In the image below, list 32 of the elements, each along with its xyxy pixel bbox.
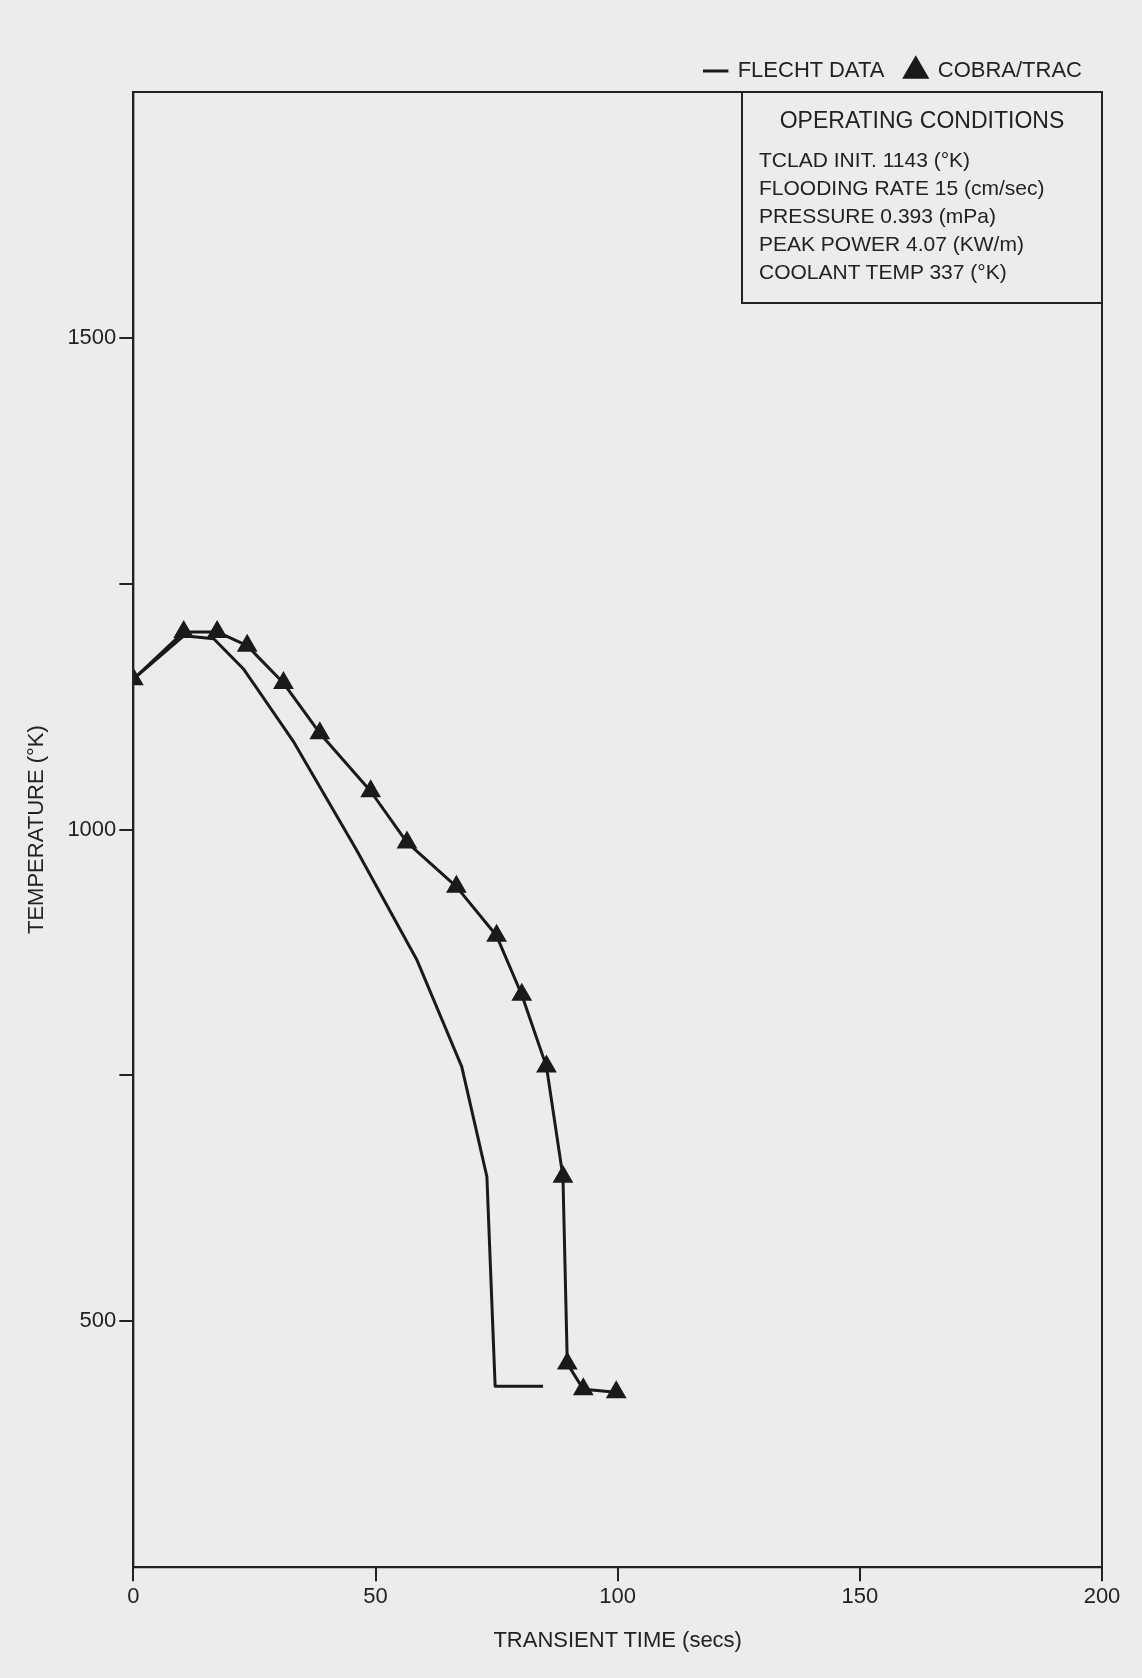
point	[573, 1378, 593, 1396]
annotation: OPERATING CONDITIONS	[778, 107, 1066, 134]
annotation: FLOODING RATE 15 (cm/sec)	[759, 176, 1046, 200]
point	[606, 1381, 626, 1399]
point	[487, 925, 506, 942]
point	[207, 621, 227, 638]
x-tick-label: 150	[841, 1583, 879, 1609]
x-axis-title: TRANSIENT TIME (secs)	[493, 1626, 742, 1652]
annotation: COOLANT TEMP 337 (°K)	[759, 260, 1008, 284]
legend-label: FLECHT DATA	[737, 57, 885, 83]
x-tick-label: 0	[127, 1583, 140, 1609]
point	[537, 1056, 556, 1073]
point	[274, 672, 293, 690]
legend-label: COBRA/TRAC	[937, 57, 1083, 83]
y-tick-label: 500	[79, 1307, 117, 1333]
point	[397, 831, 417, 849]
point	[237, 635, 257, 652]
point	[361, 780, 380, 798]
annotation: PRESSURE 0.393 (mPa)	[759, 204, 997, 228]
point	[553, 1166, 573, 1183]
y-tick-label: 1000	[67, 815, 117, 841]
point	[447, 876, 466, 893]
x-tick-label: 200	[1083, 1583, 1121, 1609]
annotation: PEAK POWER 4.07 (KW/m)	[759, 232, 1025, 256]
y-tick-label: 1500	[67, 323, 117, 349]
annotation: TCLAD INIT. 1143 (°K)	[759, 148, 972, 172]
point	[310, 722, 330, 740]
x-tick-label: 50	[363, 1583, 388, 1609]
y-axis-title: TEMPERATURE (°K)	[23, 725, 49, 935]
point	[512, 984, 532, 1001]
x-tick-label: 100	[599, 1583, 637, 1609]
point	[558, 1353, 577, 1370]
